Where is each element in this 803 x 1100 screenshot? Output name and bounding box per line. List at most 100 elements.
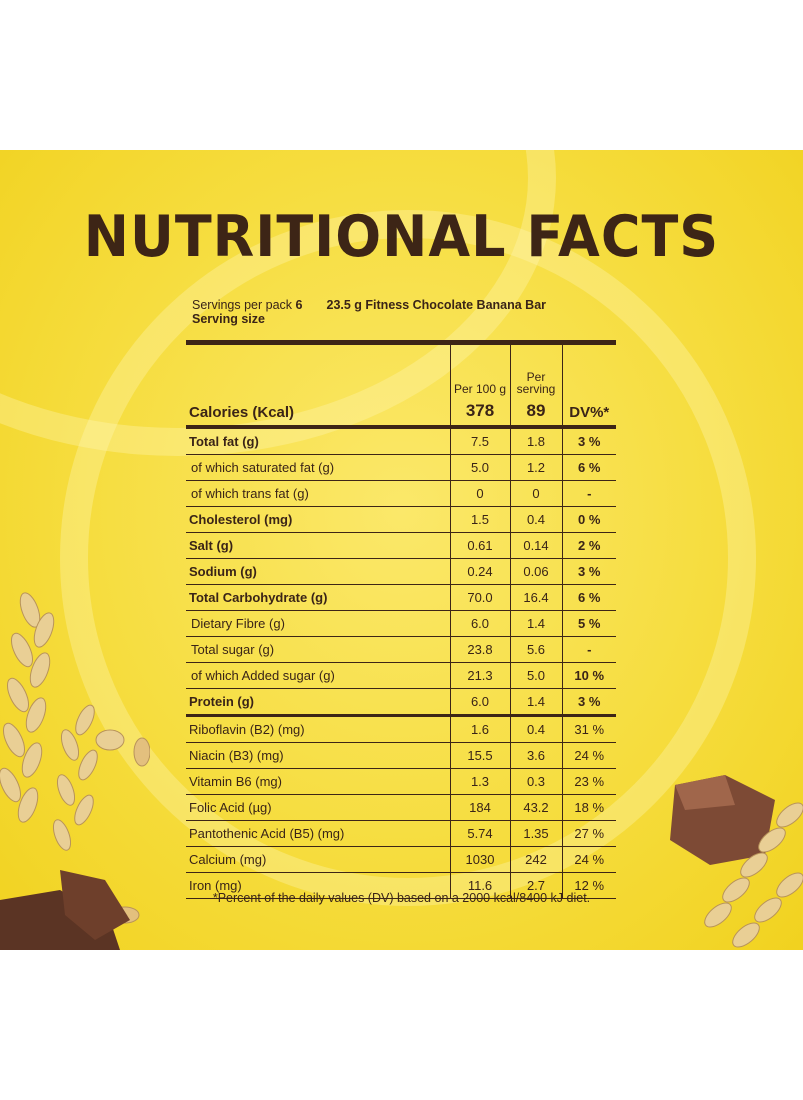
per100-value: 70.0 bbox=[449, 584, 510, 611]
per-serving-value: 0.4 bbox=[509, 715, 562, 743]
calories-per100: 378 bbox=[465, 401, 495, 420]
per100-value: 1.6 bbox=[449, 715, 510, 743]
dv-value: 6 % bbox=[561, 584, 616, 611]
per100-value: 0.24 bbox=[449, 558, 510, 585]
wheat-left-illustration bbox=[0, 592, 150, 950]
servings-count: 6 bbox=[295, 298, 303, 312]
per100-value: 0.61 bbox=[449, 532, 510, 559]
per100-header: Per 100 g 378 bbox=[449, 345, 510, 429]
page-title: NUTRITIONAL FACTS bbox=[83, 203, 720, 270]
nutrient-label: Protein (g) bbox=[186, 688, 450, 717]
per-serving-value: 43.2 bbox=[509, 794, 562, 821]
dv-value: 24 % bbox=[561, 846, 616, 873]
dv-value: 6 % bbox=[561, 454, 616, 481]
dv-value: 27 % bbox=[561, 820, 616, 847]
per100-value: 5.0 bbox=[449, 454, 510, 481]
table-top-bar bbox=[186, 340, 616, 345]
nutrient-row: Calcium (mg) 1030 242 24 % bbox=[186, 846, 616, 873]
per-serving-value: 5.0 bbox=[509, 662, 562, 689]
per-serving-line1: Per bbox=[526, 370, 546, 384]
per-serving-value: 1.35 bbox=[509, 820, 562, 847]
per100-header-label: Per 100 g bbox=[453, 382, 507, 396]
dv-value: 23 % bbox=[561, 768, 616, 795]
nutrient-label: Salt (g) bbox=[186, 532, 450, 559]
dv-value: 10 % bbox=[561, 662, 616, 689]
per-serving-value: 1.4 bbox=[509, 688, 562, 717]
nutrient-label: Dietary Fibre (g) bbox=[186, 610, 450, 637]
per100-value: 7.5 bbox=[449, 427, 510, 455]
nutrient-row: Total sugar (g) 23.8 5.6- bbox=[186, 636, 616, 663]
nutrient-row: of which saturated fat (g) 5.0 1.2 6 % bbox=[186, 454, 616, 481]
per-serving-header-label: Per serving bbox=[514, 371, 559, 395]
dv-value: 18 % bbox=[561, 794, 616, 821]
nutrient-label: Iron (mg) bbox=[186, 872, 450, 899]
nutrient-label: Niacin (B3) (mg) bbox=[186, 742, 450, 769]
nutrient-row: Protein (g) 6.0 1.4 3 % bbox=[186, 688, 616, 717]
nutrient-label: Folic Acid (µg) bbox=[186, 794, 450, 821]
nutrition-panel: NUTRITIONAL FACTS Servings per pack 6 23… bbox=[0, 150, 803, 950]
per-serving-value: 0.4 bbox=[509, 506, 562, 533]
per-serving-value: 2.7 bbox=[509, 872, 562, 899]
chocolate-right-illustration bbox=[670, 775, 803, 948]
dv-header: DV%* bbox=[561, 345, 616, 429]
nutrient-label: Sodium (g) bbox=[186, 558, 450, 585]
nutrient-row: Total Carbohydrate (g) 70.0 16.4 6 % bbox=[186, 584, 616, 611]
footnote: *Percent of the daily values (DV) based … bbox=[212, 891, 591, 905]
per-serving-value: 1.2 bbox=[509, 454, 562, 481]
per-serving-value: 1.4 bbox=[509, 610, 562, 637]
nutrient-row: Niacin (B3) (mg) 15.5 3.6 24 % bbox=[186, 742, 616, 769]
dv-value: 12 % bbox=[561, 872, 616, 899]
dv-value: 31 % bbox=[561, 715, 616, 743]
dv-value: 5 % bbox=[561, 610, 616, 637]
per-serving-value: 0.06 bbox=[509, 558, 562, 585]
per-serving-value: 0.14 bbox=[509, 532, 562, 559]
dv-value: - bbox=[561, 636, 616, 663]
per-serving-value: 3.6 bbox=[509, 742, 562, 769]
per-serving-line2: serving bbox=[516, 382, 556, 396]
nutrient-label: of which saturated fat (g) bbox=[186, 454, 450, 481]
nutrient-row: of which Added sugar (g) 21.3 5.0 10 % bbox=[186, 662, 616, 689]
nutrient-row: Riboflavin (B2) (mg) 1.6 0.4 31 % bbox=[186, 715, 616, 743]
per-serving-value: 0 bbox=[509, 480, 562, 507]
dv-value: 3 % bbox=[561, 427, 616, 455]
per100-value: 1030 bbox=[449, 846, 510, 873]
per100-value: 1.5 bbox=[449, 506, 510, 533]
servings-per-pack: Servings per pack 6 bbox=[192, 298, 303, 312]
per-serving-value: 242 bbox=[509, 846, 562, 873]
nutrient-label: Vitamin B6 (mg) bbox=[186, 768, 450, 795]
per100-value: 0 bbox=[449, 480, 510, 507]
per100-value: 6.0 bbox=[449, 610, 510, 637]
dv-value: 3 % bbox=[561, 558, 616, 585]
per100-value: 184 bbox=[449, 794, 510, 821]
nutrient-row: Total fat (g) 7.5 1.8 3 % bbox=[186, 427, 616, 455]
per100-value: 21.3 bbox=[449, 662, 510, 689]
per-serving-value: 0.3 bbox=[509, 768, 562, 795]
per100-value: 15.5 bbox=[449, 742, 510, 769]
dv-value: - bbox=[561, 480, 616, 507]
dv-value: 0 % bbox=[561, 506, 616, 533]
nutrient-label: Riboflavin (B2) (mg) bbox=[186, 715, 450, 743]
dv-value: 3 % bbox=[561, 688, 616, 717]
dv-value: 24 % bbox=[561, 742, 616, 769]
per100-value: 1.3 bbox=[449, 768, 510, 795]
nutrient-label: of which trans fat (g) bbox=[186, 480, 450, 507]
nutrient-row: of which trans fat (g) 0 0- bbox=[186, 480, 616, 507]
nutrient-label: Total sugar (g) bbox=[186, 636, 450, 663]
serving-size-label: Serving size bbox=[192, 312, 265, 326]
nutrition-table: Calories (Kcal) Per 100 g 378 Per serving… bbox=[186, 340, 616, 899]
nutrient-row: Sodium (g) 0.24 0.06 3 % bbox=[186, 558, 616, 585]
servings-label: Servings per pack bbox=[192, 298, 293, 312]
per100-value: 6.0 bbox=[449, 688, 510, 717]
per-serving-header: Per serving 89 bbox=[509, 345, 562, 429]
header-row: Calories (Kcal) Per 100 g 378 Per serving… bbox=[186, 345, 616, 429]
per100-value: 5.74 bbox=[449, 820, 510, 847]
nutrient-label: of which Added sugar (g) bbox=[186, 662, 450, 689]
nutrient-row: Iron (mg) 11.6 2.7 12 % bbox=[186, 872, 616, 899]
nutrient-label: Calcium (mg) bbox=[186, 846, 450, 873]
nutrient-row: Vitamin B6 (mg) 1.3 0.3 23 % bbox=[186, 768, 616, 795]
nutrient-label: Total fat (g) bbox=[186, 427, 450, 455]
dv-value: 2 % bbox=[561, 532, 616, 559]
per-serving-value: 16.4 bbox=[509, 584, 562, 611]
calories-per-serving: 89 bbox=[526, 401, 546, 420]
per100-value: 11.6 bbox=[449, 872, 510, 899]
